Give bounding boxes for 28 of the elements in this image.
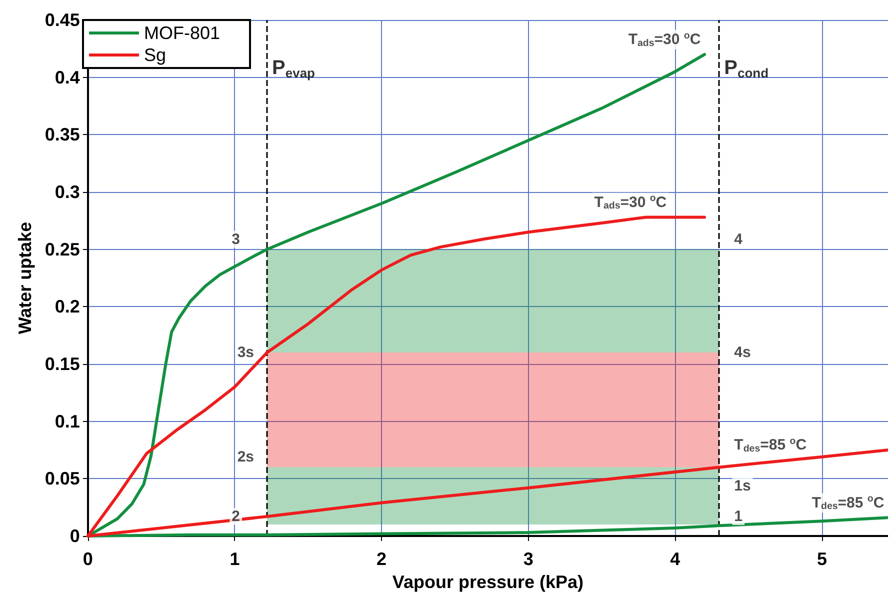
annotation: 1s xyxy=(734,478,751,495)
y-tick-label: 0.2 xyxy=(54,296,80,317)
legend-label: MOF-801 xyxy=(144,23,220,43)
x-tick-label: 4 xyxy=(670,549,680,569)
y-tick-label: 0 xyxy=(70,526,80,546)
y-tick-label: 0.35 xyxy=(44,124,80,145)
annotation: 3 xyxy=(232,230,240,248)
annotation: 2s xyxy=(237,448,254,466)
x-tick-label: 5 xyxy=(816,549,827,569)
y-tick-label: 0.3 xyxy=(54,182,80,202)
y-tick-label: 0.45 xyxy=(44,10,80,30)
annotation: 3s xyxy=(237,344,254,362)
annotation: 2 xyxy=(232,508,240,526)
y-tick-label: 0.25 xyxy=(44,239,80,260)
x-tick-label: 2 xyxy=(376,549,387,569)
y-tick-label: 0.4 xyxy=(54,67,80,88)
y-tick-label: 0.15 xyxy=(44,354,80,374)
annotation: 4s xyxy=(734,344,751,362)
x-tick-label: 1 xyxy=(230,549,240,569)
x-tick-label: 0 xyxy=(82,549,93,569)
legend-label: Sg xyxy=(144,45,166,65)
annotation: 1 xyxy=(734,508,743,526)
y-tick-label: 0.1 xyxy=(54,411,80,432)
annotation: 4 xyxy=(734,230,744,248)
y-tick-label: 0.05 xyxy=(44,468,80,489)
x-tick-label: 3 xyxy=(523,549,534,569)
y-axis-title: Water uptake xyxy=(15,222,35,334)
x-axis-title: Vapour pressure (kPa) xyxy=(392,572,584,592)
